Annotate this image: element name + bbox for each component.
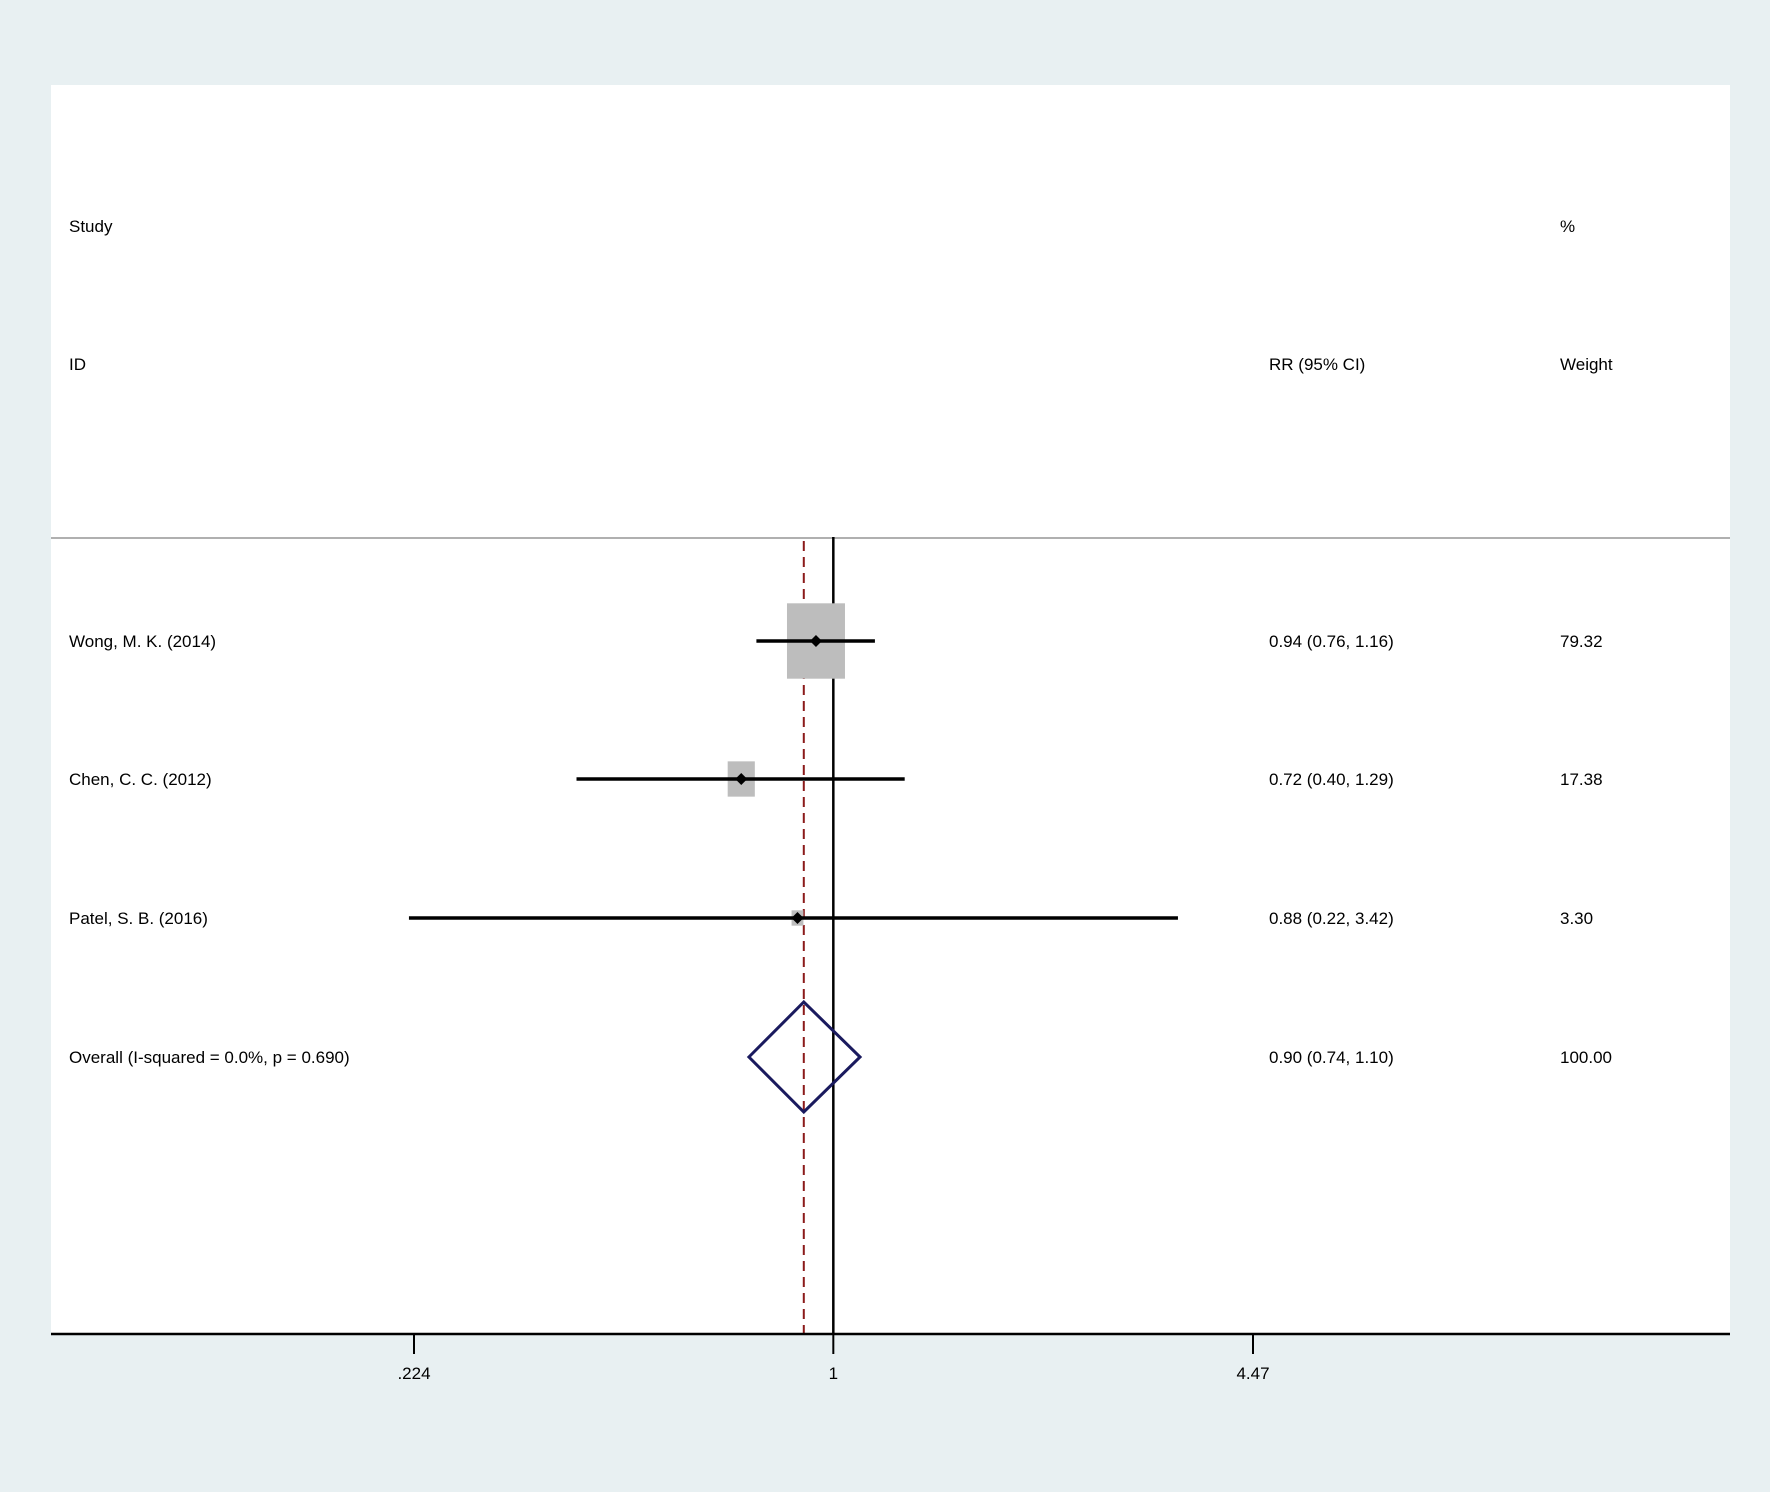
x-axis-ticks: .224 1 4.47 — [397, 1334, 1270, 1383]
x-tick-label: 4.47 — [1236, 1364, 1269, 1383]
x-tick-label: .224 — [397, 1364, 430, 1383]
header-id: ID — [69, 355, 86, 374]
weight-text: 17.38 — [1560, 770, 1603, 789]
weight-text: 3.30 — [1560, 909, 1593, 928]
study-label: Wong, M. K. (2014) — [69, 632, 216, 651]
study-label: Chen, C. C. (2012) — [69, 770, 212, 789]
overall-weight-text: 100.00 — [1560, 1048, 1612, 1067]
header-weight: Weight — [1560, 355, 1613, 374]
study-label: Patel, S. B. (2016) — [69, 909, 208, 928]
plot-marks: Wong, M. K. (2014) 0.94 (0.76, 1.16) 79.32… — [69, 537, 1612, 1334]
overall-label: Overall (I-squared = 0.0%, p = 0.690) — [69, 1048, 350, 1067]
effect-estimate-text: 0.72 (0.40, 1.29) — [1269, 770, 1394, 789]
header-effect: RR (95% CI) — [1269, 355, 1365, 374]
overall-effect-text: 0.90 (0.74, 1.10) — [1269, 1048, 1394, 1067]
header-weight-percent: % — [1560, 217, 1575, 236]
point-estimate-marker — [791, 912, 804, 924]
plot-background — [51, 85, 1730, 1335]
header-study: Study — [69, 217, 113, 236]
x-tick-label: 1 — [829, 1364, 838, 1383]
effect-estimate-text: 0.94 (0.76, 1.16) — [1269, 632, 1394, 651]
overall-diamond — [746, 999, 863, 1115]
effect-estimate-text: 0.88 (0.22, 3.42) — [1269, 909, 1394, 928]
point-estimate-marker — [809, 635, 822, 647]
weight-text: 79.32 — [1560, 632, 1603, 651]
point-estimate-marker — [735, 773, 748, 785]
